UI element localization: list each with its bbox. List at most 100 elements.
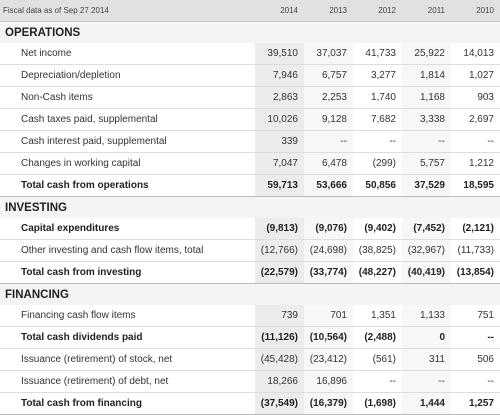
row-label: Net income [0, 43, 255, 65]
row-value: 37,529 [402, 175, 451, 197]
table-row: Issuance (retirement) of debt, net 18,266… [0, 371, 500, 393]
section-header-row: OPERATIONS [0, 22, 500, 44]
row-value: -- [402, 131, 451, 153]
row-label: Non-Cash items [0, 87, 255, 109]
year-header: 2010 [451, 0, 500, 22]
row-value: 1,257 [451, 393, 500, 415]
table-row: Capital expenditures (9,813) (9,076) (9,402… [0, 218, 500, 240]
row-value: 18,595 [451, 175, 500, 197]
row-value: 53,666 [304, 175, 353, 197]
row-value: (9,076) [304, 218, 353, 240]
row-value: 1,168 [402, 87, 451, 109]
row-value: 7,047 [255, 153, 304, 175]
row-value: (561) [353, 349, 402, 371]
row-value: 2,253 [304, 87, 353, 109]
row-label: Total cash from financing [0, 393, 255, 415]
row-value: -- [304, 131, 353, 153]
row-value: (9,402) [353, 218, 402, 240]
row-value: 3,338 [402, 109, 451, 131]
row-value: (1,698) [353, 393, 402, 415]
year-header: 2013 [304, 0, 353, 22]
section-title: INVESTING [0, 197, 500, 219]
row-value: (45,428) [255, 349, 304, 371]
row-value: 701 [304, 305, 353, 327]
row-value: 1,444 [402, 393, 451, 415]
row-value: (32,967) [402, 240, 451, 262]
row-label: Changes in working capital [0, 153, 255, 175]
table-row: Cash interest paid, supplemental 339 -- -- -… [0, 131, 500, 153]
row-label: Cash taxes paid, supplemental [0, 109, 255, 131]
row-label: Total cash from investing [0, 262, 255, 284]
fiscal-date-label: Fiscal data as of Sep 27 2014 [0, 0, 255, 22]
table-row: Other investing and cash flow items, tot… [0, 240, 500, 262]
row-value: (10,564) [304, 327, 353, 349]
row-value: 41,733 [353, 43, 402, 65]
row-label: Total cash dividends paid [0, 327, 255, 349]
table-row: Net income 39,510 37,037 41,733 25,922 14,013 [0, 43, 500, 65]
table-row: Non-Cash items 2,863 2,253 1,740 1,168 903 [0, 87, 500, 109]
row-value: (13,854) [451, 262, 500, 284]
row-value: 16,896 [304, 371, 353, 393]
row-label: Total cash from operations [0, 175, 255, 197]
row-value: 37,037 [304, 43, 353, 65]
row-value: (299) [353, 153, 402, 175]
row-value: (12,766) [255, 240, 304, 262]
year-header: 2012 [353, 0, 402, 22]
row-value: (16,379) [304, 393, 353, 415]
row-value: (22,579) [255, 262, 304, 284]
table-body: OPERATIONS Net income 39,510 37,037 41,733 25… [0, 22, 500, 415]
row-value: 0 [402, 327, 451, 349]
row-value: 59,713 [255, 175, 304, 197]
row-label: Cash interest paid, supplemental [0, 131, 255, 153]
row-value: 1,351 [353, 305, 402, 327]
row-value: 339 [255, 131, 304, 153]
row-value: -- [402, 371, 451, 393]
row-value: 1,133 [402, 305, 451, 327]
row-value: -- [451, 131, 500, 153]
row-label: Issuance (retirement) of debt, net [0, 371, 255, 393]
row-label: Financing cash flow items [0, 305, 255, 327]
row-value: 5,757 [402, 153, 451, 175]
row-value: 739 [255, 305, 304, 327]
section-header-row: INVESTING [0, 197, 500, 219]
row-value: 18,266 [255, 371, 304, 393]
section-header-row: FINANCING [0, 284, 500, 306]
row-value: (7,452) [402, 218, 451, 240]
row-value: 2,863 [255, 87, 304, 109]
row-value: 903 [451, 87, 500, 109]
table-header-row: Fiscal data as of Sep 27 2014 2014 2013 … [0, 0, 500, 22]
row-value: 2,697 [451, 109, 500, 131]
section-title: FINANCING [0, 284, 500, 306]
row-value: (48,227) [353, 262, 402, 284]
section-title: OPERATIONS [0, 22, 500, 44]
row-label: Capital expenditures [0, 218, 255, 240]
table-row: Total cash dividends paid (11,126) (10,564… [0, 327, 500, 349]
table-row: Issuance (retirement) of stock, net (45,4… [0, 349, 500, 371]
row-value: (37,549) [255, 393, 304, 415]
row-value: (2,121) [451, 218, 500, 240]
table-row: Total cash from financing (37,549) (16,379… [0, 393, 500, 415]
row-value: 7,682 [353, 109, 402, 131]
row-value: 9,128 [304, 109, 353, 131]
row-value: 39,510 [255, 43, 304, 65]
row-value: (9,813) [255, 218, 304, 240]
row-value: 1,212 [451, 153, 500, 175]
row-value: (11,126) [255, 327, 304, 349]
row-label: Depreciation/depletion [0, 65, 255, 87]
row-value: 3,277 [353, 65, 402, 87]
row-value: 14,013 [451, 43, 500, 65]
row-value: (11,733) [451, 240, 500, 262]
row-value: 1,027 [451, 65, 500, 87]
row-value: 6,478 [304, 153, 353, 175]
row-value: -- [451, 371, 500, 393]
year-header: 2011 [402, 0, 451, 22]
row-value: 1,740 [353, 87, 402, 109]
row-value: 1,814 [402, 65, 451, 87]
table-row: Depreciation/depletion 7,946 6,757 3,277 1,8… [0, 65, 500, 87]
row-value: 50,856 [353, 175, 402, 197]
row-value: 751 [451, 305, 500, 327]
row-label: Issuance (retirement) of stock, net [0, 349, 255, 371]
table-row: Total cash from investing (22,579) (33,774… [0, 262, 500, 284]
row-value: 506 [451, 349, 500, 371]
year-header: 2014 [255, 0, 304, 22]
